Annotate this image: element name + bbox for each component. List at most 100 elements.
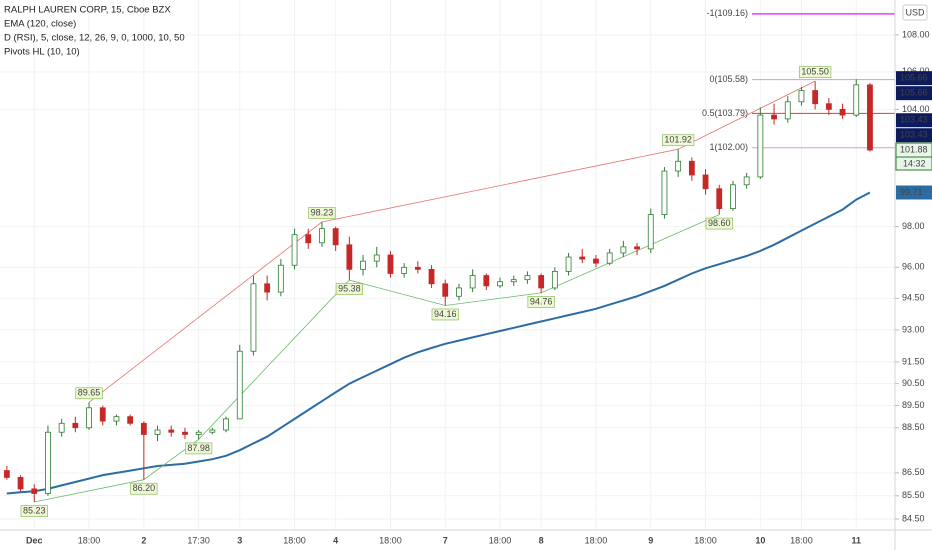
x-tick-label: 8	[539, 535, 544, 545]
level-label: 0.5(103.79)	[702, 108, 748, 118]
price-tag-label: 101.88	[900, 144, 928, 154]
candle-body	[579, 256, 586, 260]
pivot-label: 95.38	[338, 283, 361, 293]
candle-body	[223, 418, 229, 431]
pivot-label: 94.16	[434, 309, 457, 319]
candle-body	[798, 90, 805, 103]
x-tick-label: 18:00	[283, 535, 306, 545]
candle-body	[647, 214, 654, 250]
pivot-label-box	[527, 296, 555, 308]
legend-title: RALPH LAUREN CORP, 15, Cboe BZX	[4, 5, 171, 16]
candle-body	[551, 271, 558, 289]
x-tick-label: 2	[141, 535, 146, 545]
legend-indicator: D (RSI), 5, close, 12, 26, 9, 0, 1000, 1…	[4, 33, 185, 44]
pivot-label-box	[20, 505, 48, 517]
candle-body	[360, 260, 366, 270]
candle-body	[17, 477, 24, 490]
y-tick-label: 85.50	[902, 490, 925, 500]
x-tick-label: 4	[333, 535, 338, 545]
candle-body	[414, 266, 421, 270]
legend-ema: EMA (120, close)	[4, 19, 76, 30]
pivot-label: 86.20	[133, 483, 156, 493]
price-tag-label: 105.66	[900, 88, 928, 98]
x-tick-label: 9	[648, 535, 653, 545]
candle-body	[168, 429, 175, 433]
candle-body	[661, 170, 668, 215]
pivot-label: 101.92	[664, 135, 692, 145]
price-tag	[896, 71, 932, 86]
pivot-label: 105.50	[801, 67, 829, 77]
candle-body	[277, 264, 284, 293]
y-tick-label: 98.00	[902, 221, 925, 231]
candle-body	[373, 254, 380, 262]
candle-body	[182, 431, 188, 435]
x-tick-label: 3	[237, 535, 242, 545]
plot: -1(109.16) 0(105.58) 0.5(103.79) 1(102.00) 8…	[3, 8, 895, 517]
x-tick-label: 18:00	[78, 535, 101, 545]
candle-body	[812, 90, 819, 105]
level-label: 0(105.58)	[709, 74, 748, 84]
candle-body	[401, 266, 408, 274]
countdown-box	[895, 156, 932, 171]
countdown: 14:32	[903, 158, 926, 168]
candle-body	[31, 488, 38, 494]
price-tag	[896, 113, 932, 128]
pivot-label-box	[308, 207, 336, 219]
candle-body	[771, 114, 777, 120]
candle-body	[86, 407, 92, 429]
price-tag-label: 105.66	[900, 73, 928, 83]
axis: 108.00106.00104.0098.0096.0094.5093.0091…	[26, 29, 932, 545]
price-tag-label: 103.43	[900, 130, 928, 140]
candle-body	[250, 283, 257, 352]
pivot-label-box	[799, 66, 832, 78]
x-tick-label: 17:30	[187, 535, 210, 545]
candle-body	[634, 246, 640, 250]
candle-body	[58, 422, 65, 433]
y-tick-label: 86.50	[902, 467, 925, 477]
pivot-label-box	[705, 217, 733, 230]
x-tick-label: 10	[755, 535, 765, 545]
y-tick-label: 108.00	[902, 29, 930, 39]
pivot-label: 85.23	[23, 505, 46, 515]
candle-body	[113, 416, 120, 422]
candle-body	[236, 350, 243, 420]
x-tick-label: 18:00	[489, 535, 512, 545]
y-tick-label: 90.50	[902, 378, 925, 388]
y-tick-label: 94.50	[902, 293, 925, 303]
candle-body	[510, 279, 517, 283]
candle-body	[99, 407, 106, 422]
candle-body	[140, 422, 147, 435]
level-label: -1(109.16)	[706, 8, 748, 18]
y-tick-label: 84.50	[902, 513, 925, 523]
candle-body	[127, 416, 134, 424]
candle-body	[442, 283, 449, 297]
candle-body	[757, 114, 764, 178]
candle-body	[305, 234, 312, 244]
level-label: 1(102.00)	[709, 142, 748, 152]
candle-body	[867, 84, 873, 151]
x-tick-label: 11	[851, 535, 861, 545]
pivot-label: 94.76	[530, 296, 553, 306]
candle-body	[688, 160, 695, 176]
price-tag	[896, 185, 932, 200]
candle-body	[72, 422, 79, 429]
candle-body	[332, 228, 339, 246]
x-tick-label: 18:00	[790, 535, 813, 545]
currency[interactable]: USD	[905, 7, 925, 17]
y-tick-label: 93.00	[902, 324, 925, 334]
candle-body	[538, 275, 545, 289]
x-tick-label: 18:00	[694, 535, 717, 545]
pivot-label-box	[75, 387, 103, 400]
candle-body	[469, 275, 476, 289]
x-tick-label: 18:00	[379, 535, 402, 545]
candle-body	[45, 431, 51, 494]
candle-body	[483, 275, 490, 287]
y-tick-label: 88.50	[902, 422, 925, 432]
currency-box[interactable]	[902, 4, 928, 21]
candle-body	[606, 252, 613, 264]
price-tag-label: 99.71	[900, 187, 923, 197]
candle-body	[209, 429, 216, 433]
price-tag	[896, 128, 932, 143]
